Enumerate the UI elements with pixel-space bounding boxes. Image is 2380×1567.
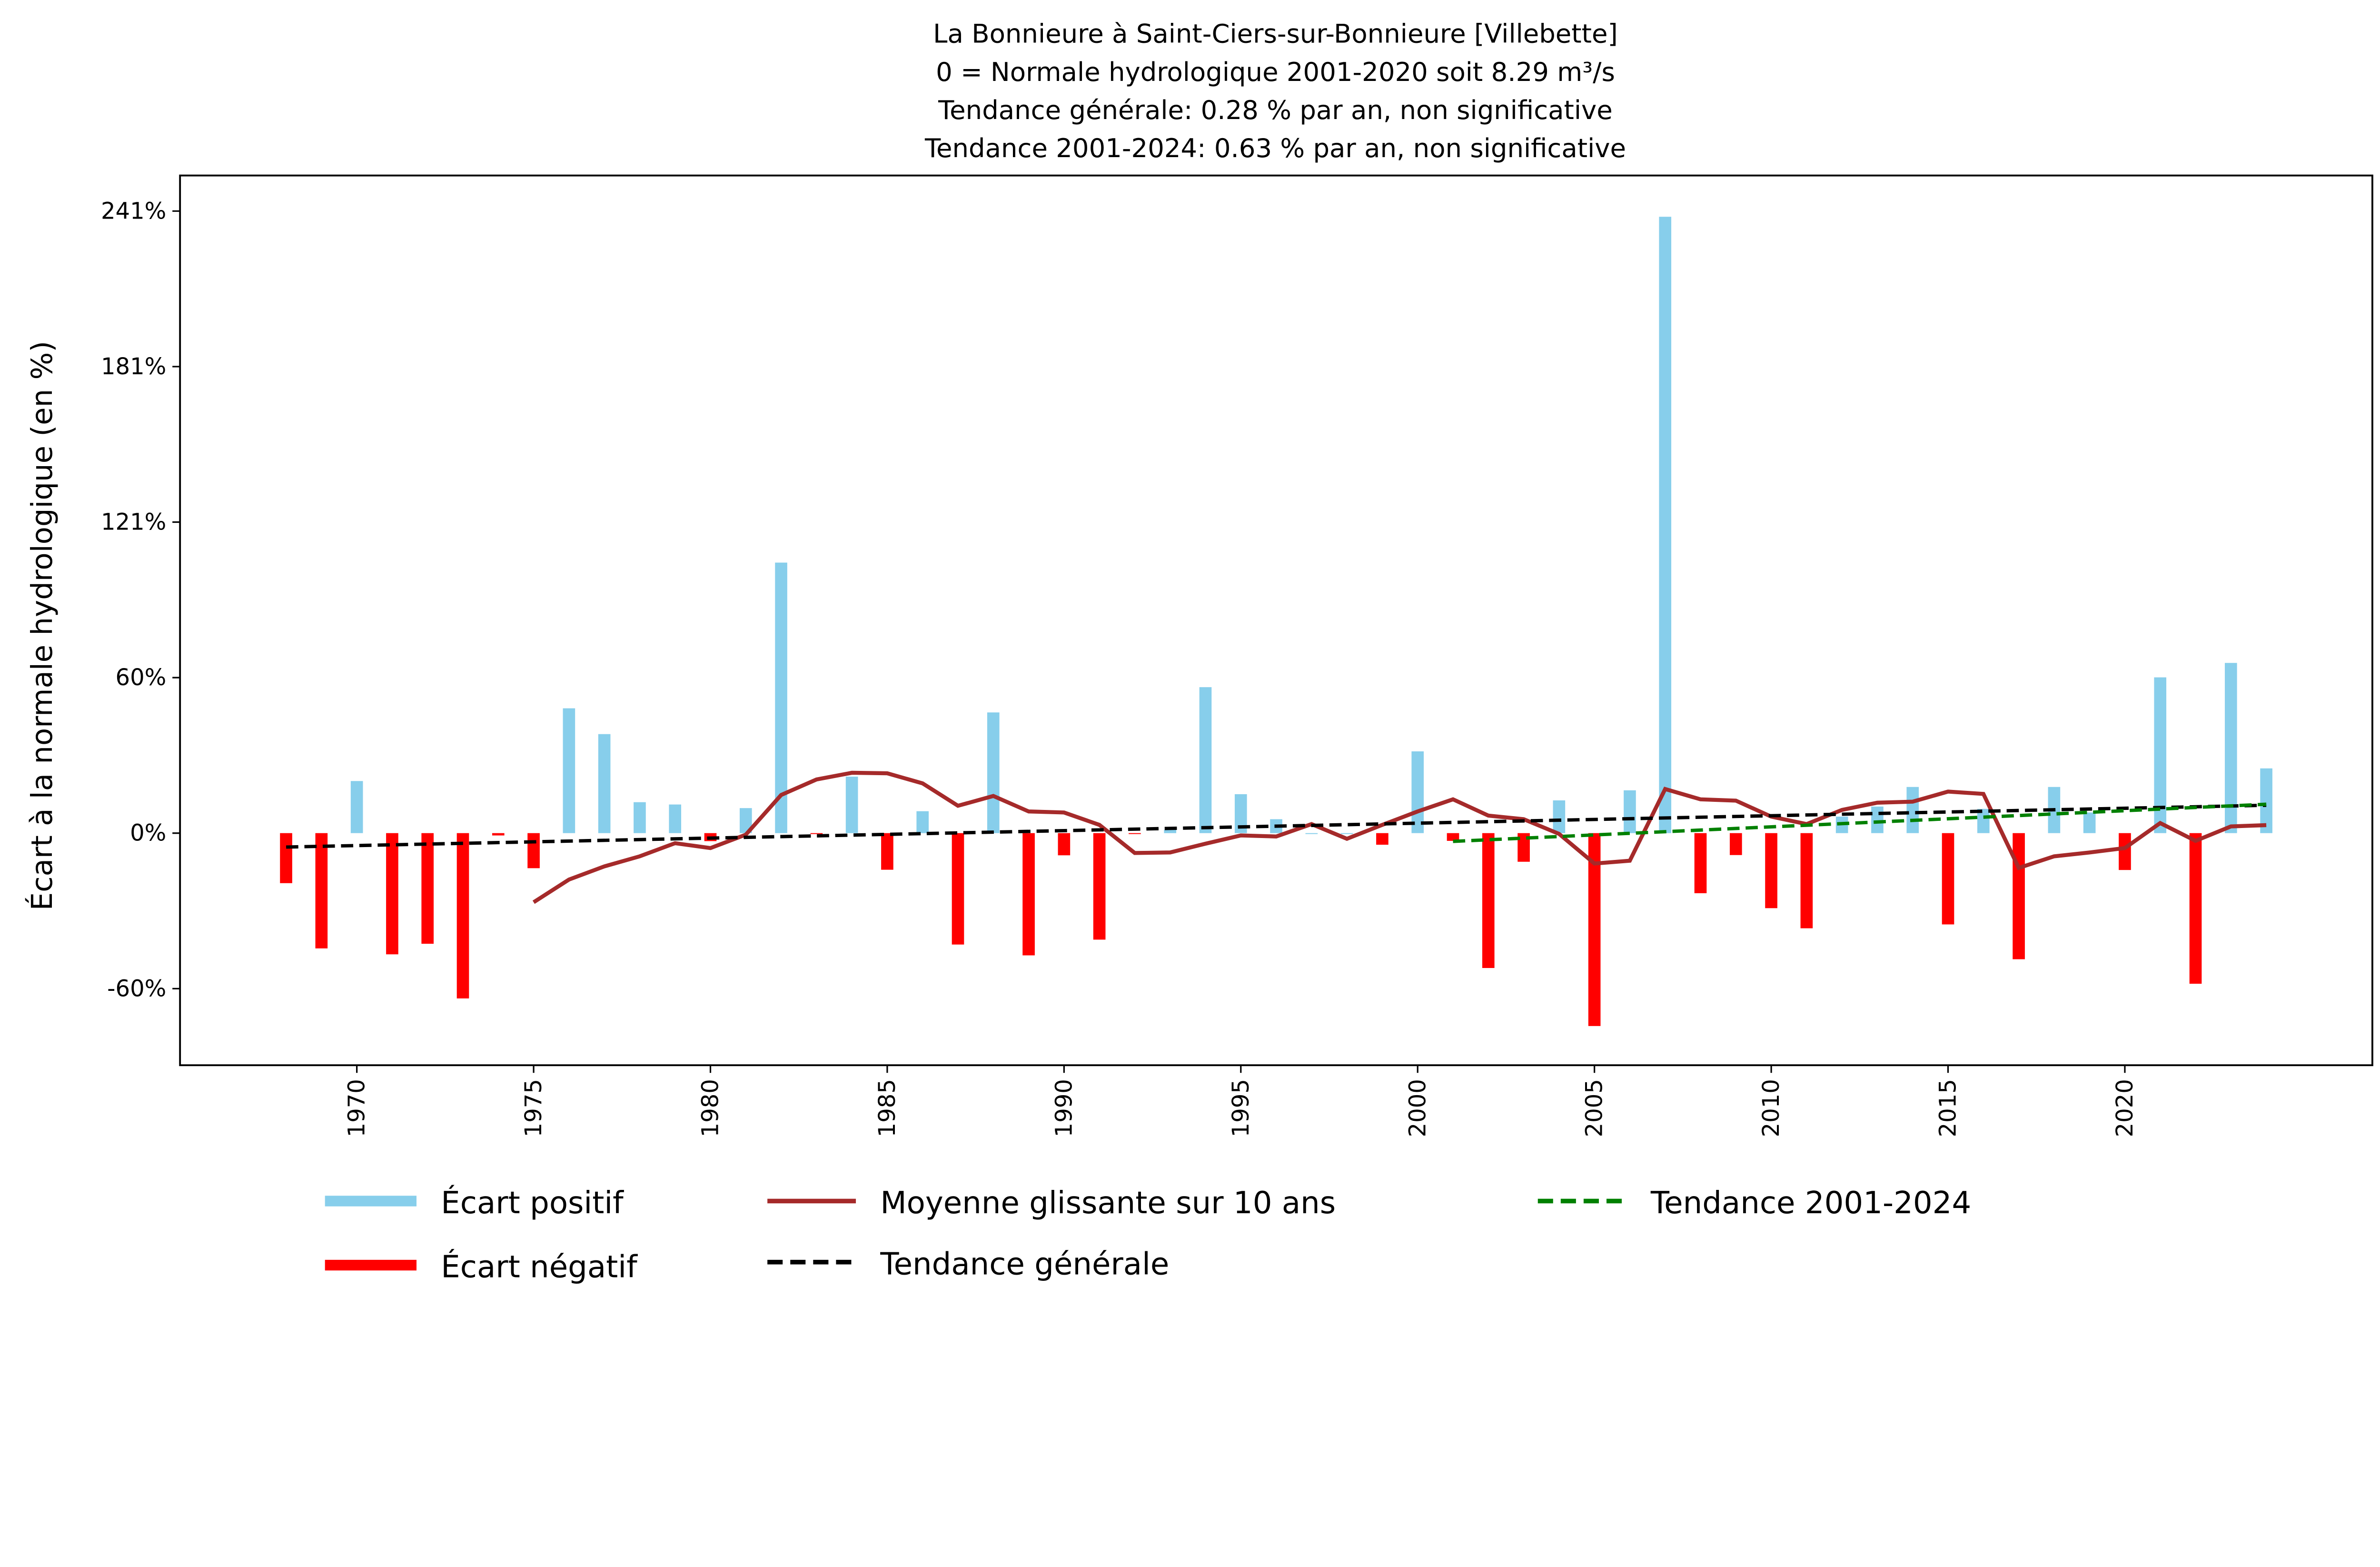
x-tick-label: 2020	[2112, 1079, 2138, 1137]
y-tick-label: 60%	[116, 664, 167, 691]
bar-1988	[987, 712, 1000, 833]
bar-1998	[1340, 833, 1353, 834]
bar-1973	[456, 833, 469, 998]
moving-average-line	[532, 770, 2267, 904]
bar-1991	[1093, 833, 1106, 940]
legend-label-positive: Écart positif	[441, 1185, 624, 1221]
bar-1990	[1058, 833, 1071, 856]
x-tick-label: 1975	[520, 1079, 547, 1137]
bar-1971	[386, 833, 398, 955]
bar-2022	[2189, 833, 2202, 984]
y-tick-label: 241%	[101, 198, 166, 224]
bar-1974	[492, 833, 505, 836]
bar-2007	[1659, 217, 1672, 833]
bar-2006	[1624, 790, 1636, 833]
plot-area	[280, 217, 2272, 1026]
bar-1997	[1305, 833, 1318, 834]
x-tick-label: 1995	[1228, 1079, 1254, 1137]
bar-1986	[916, 811, 929, 833]
legend-label-moving: Moyenne glissante sur 10 ans	[880, 1186, 1336, 1221]
trend-recent-line	[1453, 802, 2267, 843]
y-tick-label: 121%	[101, 509, 166, 536]
bar-1993	[1164, 829, 1177, 833]
bar-2017	[2013, 833, 2025, 959]
bar-1984	[845, 777, 858, 833]
bar-2004	[1553, 800, 1566, 833]
y-tick-label: 181%	[101, 353, 166, 380]
bar-1970	[350, 781, 363, 833]
x-tick-label: 2010	[1758, 1079, 1785, 1137]
bar-2024	[2260, 768, 2272, 833]
y-axis-label: Écart à la normale hydrologique (en %)	[25, 341, 59, 910]
bar-2002	[1482, 833, 1495, 968]
bar-2013	[1871, 806, 1884, 833]
x-tick-label: 2000	[1404, 1079, 1431, 1137]
bar-2020	[2119, 833, 2131, 870]
title-line-4: Tendance 2001-2024: 0.63 % par an, non s…	[924, 133, 1626, 163]
bar-2008	[1694, 833, 1707, 893]
x-tick-label: 2015	[1935, 1079, 1962, 1137]
chart: La Bonnieure à Saint-Ciers-sur-Bonnieure…	[25, 19, 2373, 1285]
legend: Écart positif Écart négatif Moyenne glis…	[325, 1185, 1971, 1285]
plot-frame	[179, 174, 2373, 1067]
bar-2019	[2083, 812, 2096, 833]
bar-1985	[881, 833, 893, 870]
bar-1992	[1129, 833, 1141, 834]
title-line-3: Tendance générale: 0.28 % par an, non si…	[938, 95, 1613, 125]
bar-2011	[1800, 833, 1813, 928]
bar-1999	[1376, 833, 1388, 845]
bar-1978	[634, 802, 646, 833]
bar-1977	[598, 734, 611, 833]
legend-label-negative: Écart négatif	[441, 1249, 638, 1285]
title-line-1: La Bonnieure à Saint-Ciers-sur-Bonnieure…	[933, 19, 1618, 49]
bar-1994	[1199, 687, 1212, 833]
x-tick-label: 2005	[1581, 1079, 1608, 1137]
bar-1982	[775, 562, 787, 833]
legend-label-recent: Tendance 2001-2024	[1650, 1186, 1971, 1221]
x-tick-label: 1970	[344, 1079, 370, 1137]
bar-2000	[1411, 751, 1424, 833]
chart-title: La Bonnieure à Saint-Ciers-sur-Bonnieure…	[924, 19, 1626, 163]
bar-1979	[669, 804, 682, 833]
y-tick-label: 0%	[130, 820, 166, 847]
bar-1968	[280, 833, 292, 883]
bar-1969	[315, 833, 328, 948]
y-tick-label: -60%	[107, 975, 166, 1002]
axes: 241% 181% 121% 60% 0% -60% 1970 1975 1980 1985 199…	[101, 198, 2138, 1137]
bar-1989	[1022, 833, 1035, 956]
legend-label-general: Tendance générale	[880, 1247, 1169, 1282]
bar-2015	[1942, 833, 1954, 925]
title-line-2: 0 = Normale hydrologique 2001-2020 soit …	[936, 57, 1615, 87]
bar-2001	[1447, 833, 1459, 841]
bar-1983	[810, 833, 823, 834]
trend-general-line	[286, 803, 2267, 849]
bar-2009	[1729, 833, 1742, 855]
x-tick-label: 1985	[874, 1079, 901, 1137]
bar-2010	[1765, 833, 1777, 908]
bar-2014	[1906, 787, 1919, 833]
bar-1975	[527, 833, 540, 868]
bar-1987	[952, 833, 964, 945]
bar-1972	[421, 833, 434, 944]
bar-1976	[563, 708, 575, 833]
x-tick-label: 1990	[1051, 1079, 1077, 1137]
x-tick-label: 1980	[697, 1079, 724, 1137]
